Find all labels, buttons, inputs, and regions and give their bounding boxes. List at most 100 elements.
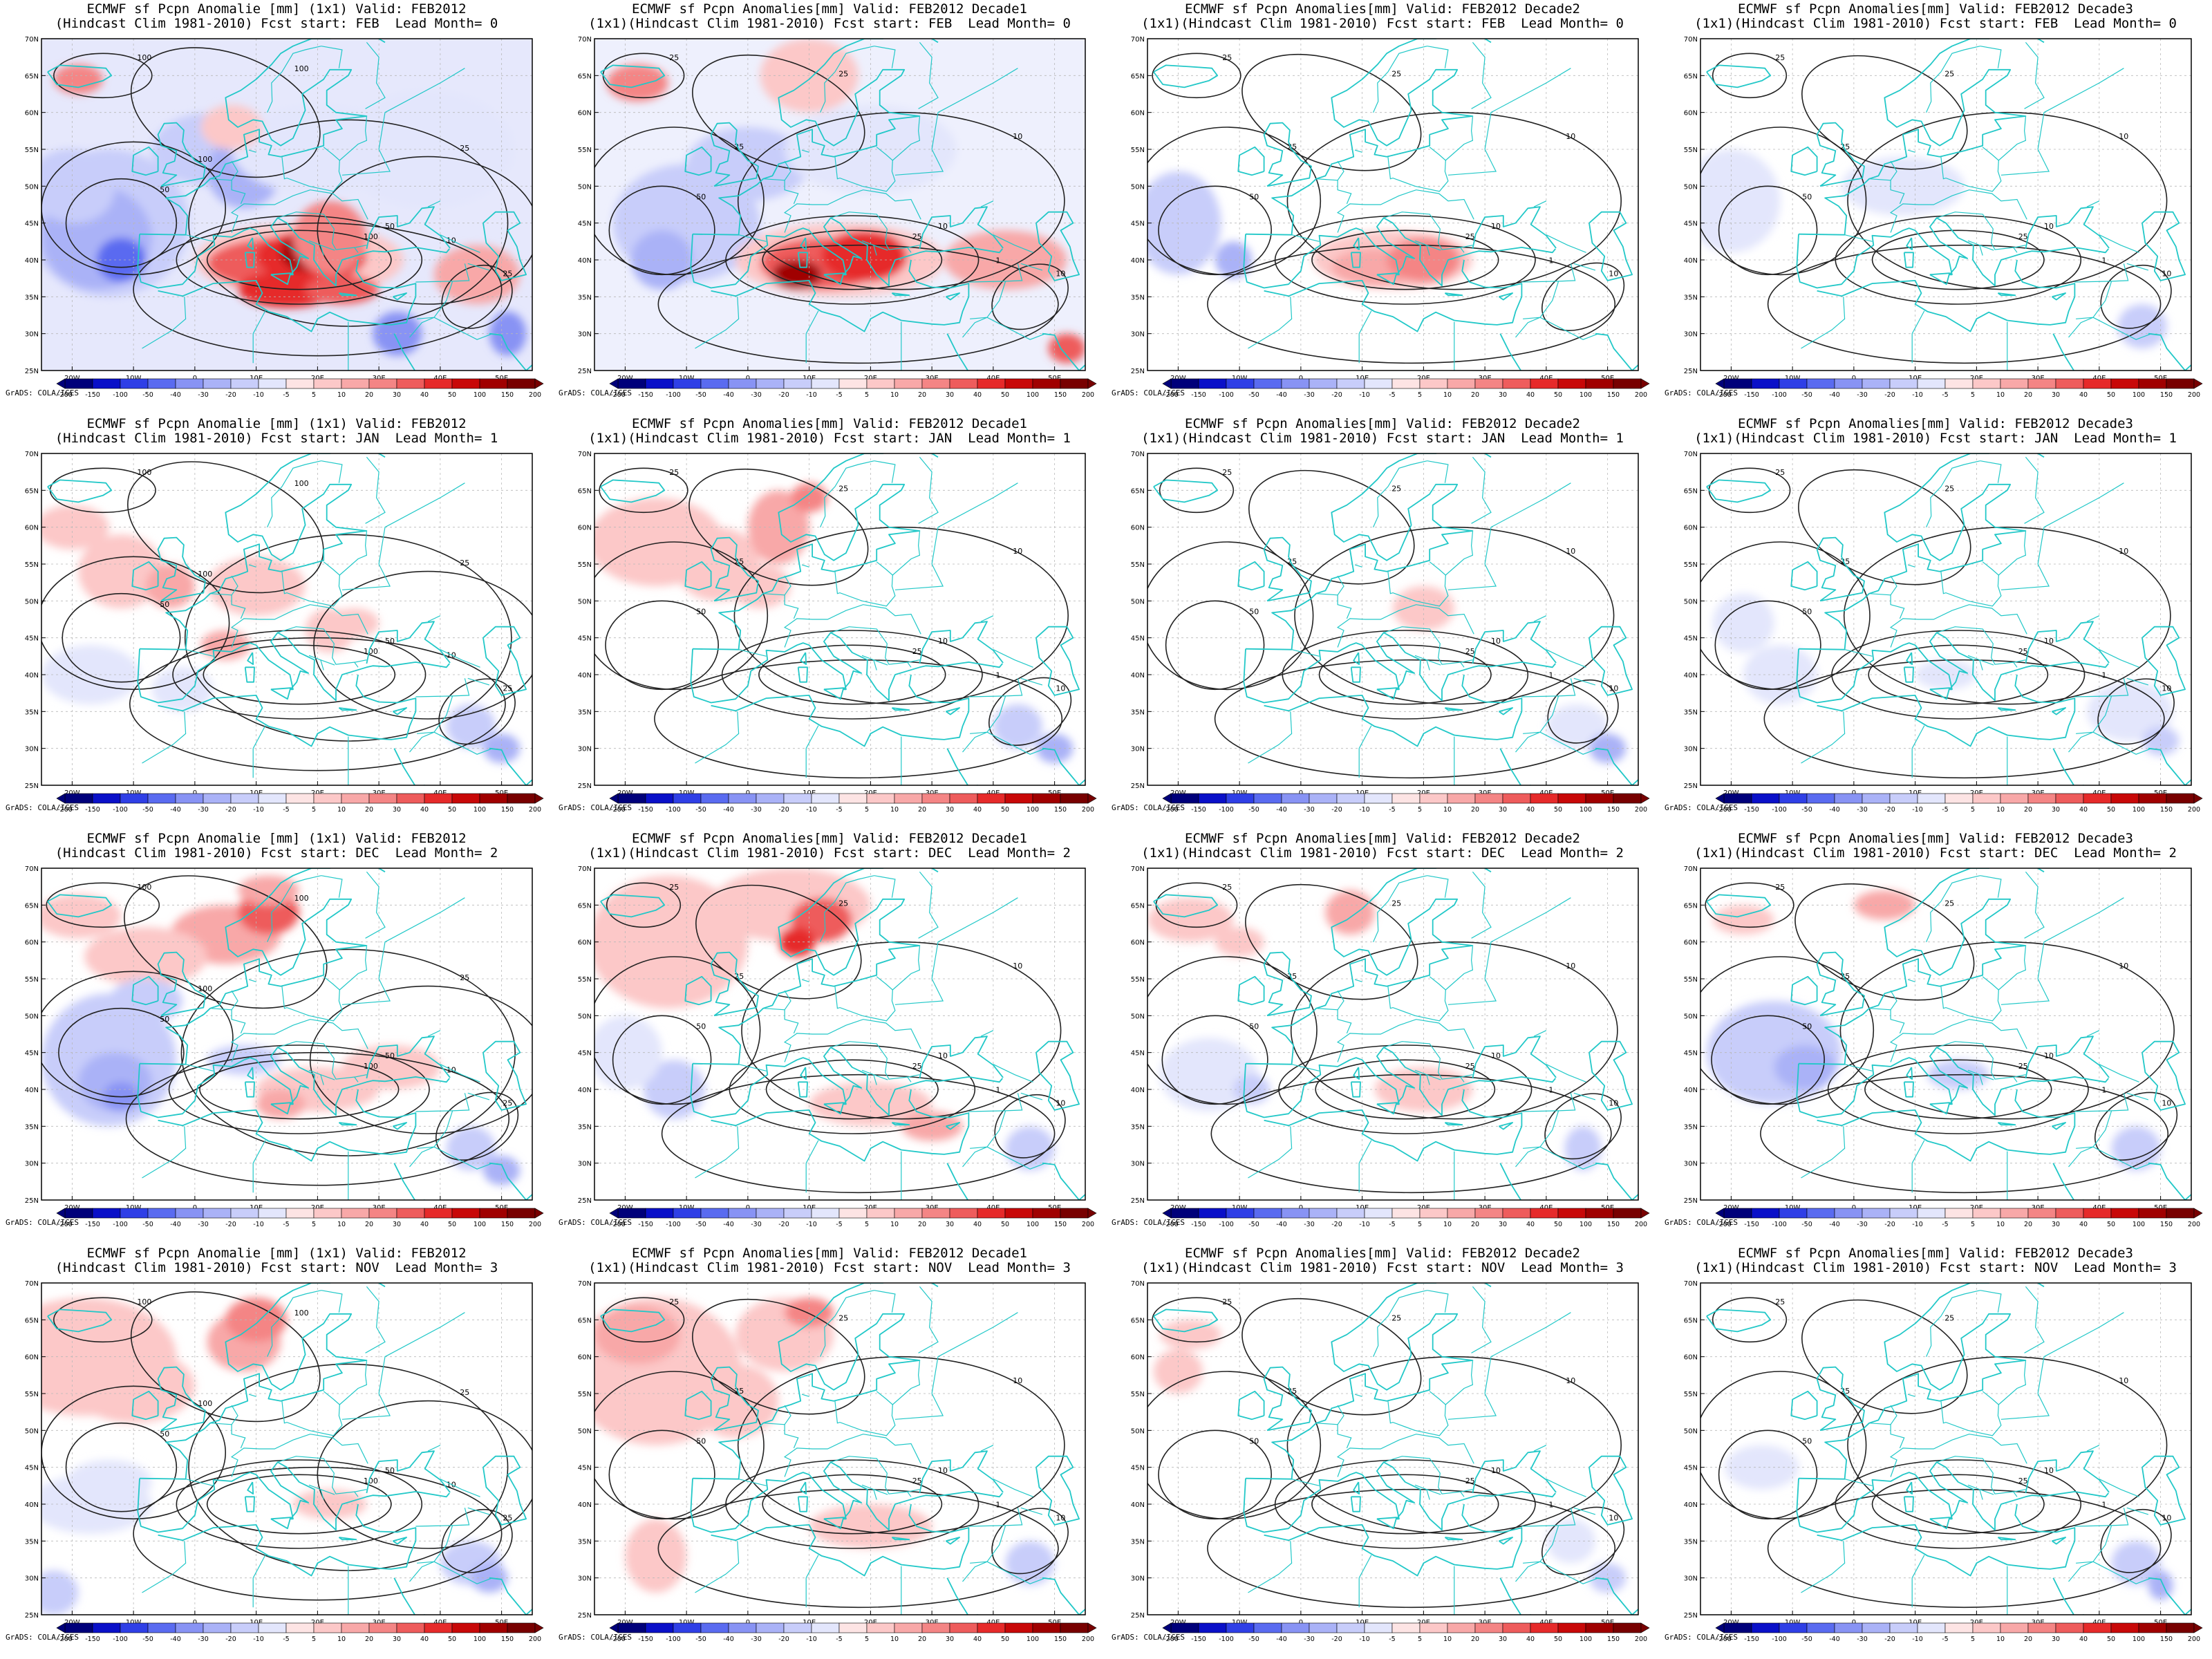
- country-border: [2076, 1525, 2112, 1564]
- colorbar-swatch: [1530, 1622, 1559, 1633]
- coastline: [1444, 292, 1463, 297]
- longitude-label: 50E: [2154, 1619, 2167, 1627]
- latitude-label: 50N: [578, 183, 592, 191]
- colorbar-label: 150: [501, 1221, 514, 1228]
- coastline: [1706, 894, 1772, 918]
- country-border: [281, 147, 343, 192]
- colorbar-swatch: [1779, 1208, 1808, 1219]
- colorbar-swatch: [1723, 1622, 1752, 1633]
- country-border: [210, 593, 246, 619]
- colorbar-label: 150: [501, 391, 514, 399]
- longitude-label: 0: [1852, 789, 1856, 797]
- colorbar-swatch: [230, 1622, 259, 1633]
- country-border: [834, 976, 896, 1022]
- contour-label: 25: [1222, 468, 1232, 477]
- contour-label: 50: [696, 193, 706, 202]
- country-border: [2013, 1491, 2018, 1497]
- longitude-label: 50E: [1048, 789, 1061, 797]
- colorbar-label: 30: [2052, 1221, 2060, 1228]
- colorbar-swatch: [451, 378, 480, 389]
- contour-label: 100: [294, 479, 309, 488]
- country-border: [1447, 978, 1497, 1005]
- colorbar-label: -10: [253, 1635, 264, 1643]
- grads-credit: GrADS: COLA/IGES: [559, 803, 632, 812]
- colorbar-swatch: [147, 1208, 176, 1219]
- country-border: [2076, 1110, 2112, 1149]
- coastline: [1816, 1366, 1865, 1432]
- latitude-label: 50N: [1131, 1427, 1145, 1435]
- coastline: [338, 1122, 357, 1126]
- latitude-label: 60N: [578, 1354, 592, 1362]
- country-border: [2099, 1479, 2139, 1497]
- colorbar-label: 200: [529, 1221, 541, 1228]
- colorbar-swatch: [451, 1622, 480, 1633]
- country-border: [783, 1434, 921, 1477]
- country-border: [1907, 149, 1915, 153]
- country-border: [231, 990, 238, 1011]
- colorbar-label: -40: [1829, 391, 1840, 399]
- coastline: [244, 1496, 255, 1512]
- country-border: [1383, 1456, 1473, 1494]
- colorbar-swatch: [1364, 1208, 1393, 1219]
- panel-subtitle: (1x1)(Hindcast Clim 1981-2010) Fcst star…: [1141, 16, 1624, 31]
- coastline: [137, 1047, 450, 1118]
- contour-line: [594, 1371, 765, 1520]
- country-border: [281, 1391, 343, 1436]
- colorbar-label: 200: [529, 806, 541, 814]
- colorbar-label: -200: [1716, 1635, 1732, 1643]
- country-border: [1316, 1008, 1352, 1034]
- latitude-label: 30N: [25, 331, 39, 339]
- contour-label: 25: [460, 144, 469, 153]
- negative-anomaly-region: [1546, 704, 1608, 749]
- latitude-label: 45N: [578, 221, 592, 228]
- longitude-label: 10E: [250, 789, 263, 797]
- colorbar-label: -150: [1744, 1221, 1759, 1228]
- coastline: [797, 1496, 808, 1512]
- country-border: [281, 561, 343, 607]
- colorbar-label: -50: [695, 806, 706, 814]
- coastline: [393, 1163, 425, 1200]
- colorbar-swatch: [1198, 1622, 1227, 1633]
- contour-label: 100: [198, 570, 212, 579]
- colorbar-label: 30: [1499, 1221, 1507, 1228]
- country-border: [467, 263, 490, 271]
- map-panel: ECMWF sf Pcpn Anomalies[mm] Valid: FEB20…: [553, 1244, 1106, 1659]
- negative-anomaly-region: [1546, 1519, 1595, 1564]
- colorbar-label: 200: [1635, 806, 1647, 814]
- country-border: [1869, 1008, 1905, 1034]
- country-border: [440, 1064, 480, 1082]
- contour-label: 100: [198, 984, 212, 993]
- latitude-label: 30N: [578, 746, 592, 753]
- coastline: [366, 621, 451, 664]
- colorbar-label: -20: [1331, 806, 1342, 814]
- latitude-label: 30N: [25, 1575, 39, 1583]
- country-border: [907, 1491, 912, 1497]
- coastline: [1499, 748, 1531, 785]
- coastline: [1498, 1537, 1513, 1545]
- coastline: [684, 975, 712, 1006]
- colorbar-label: 20: [2024, 1221, 2032, 1228]
- country-border: [427, 200, 441, 207]
- colorbar-swatch: [424, 378, 453, 389]
- map-panel: ECMWF sf Pcpn Anomalies[mm] Valid: FEB20…: [553, 0, 1106, 415]
- colorbar-swatch: [258, 378, 287, 389]
- contour-line: [1147, 1371, 1322, 1520]
- negative-anomaly-region: [151, 667, 214, 712]
- country-border: [1890, 160, 1897, 181]
- coastline: [600, 64, 666, 88]
- longitude-label: 10W: [1785, 789, 1801, 797]
- contour-line: [737, 1356, 1065, 1535]
- colorbar-swatch: [341, 378, 370, 389]
- country-border: [1521, 1093, 1576, 1112]
- coastline: [919, 621, 1004, 664]
- positive-anomaly-region: [256, 1089, 306, 1119]
- coastline: [1817, 259, 2076, 332]
- colorbar-label: 150: [2160, 1635, 2173, 1643]
- latitude-label: 60N: [578, 110, 592, 118]
- country-border: [1521, 263, 1576, 283]
- country-border: [365, 456, 386, 524]
- coastline: [244, 252, 255, 268]
- country-border: [1979, 659, 1983, 671]
- colorbar-swatch: [64, 378, 93, 389]
- colorbar-label: 30: [393, 1635, 401, 1643]
